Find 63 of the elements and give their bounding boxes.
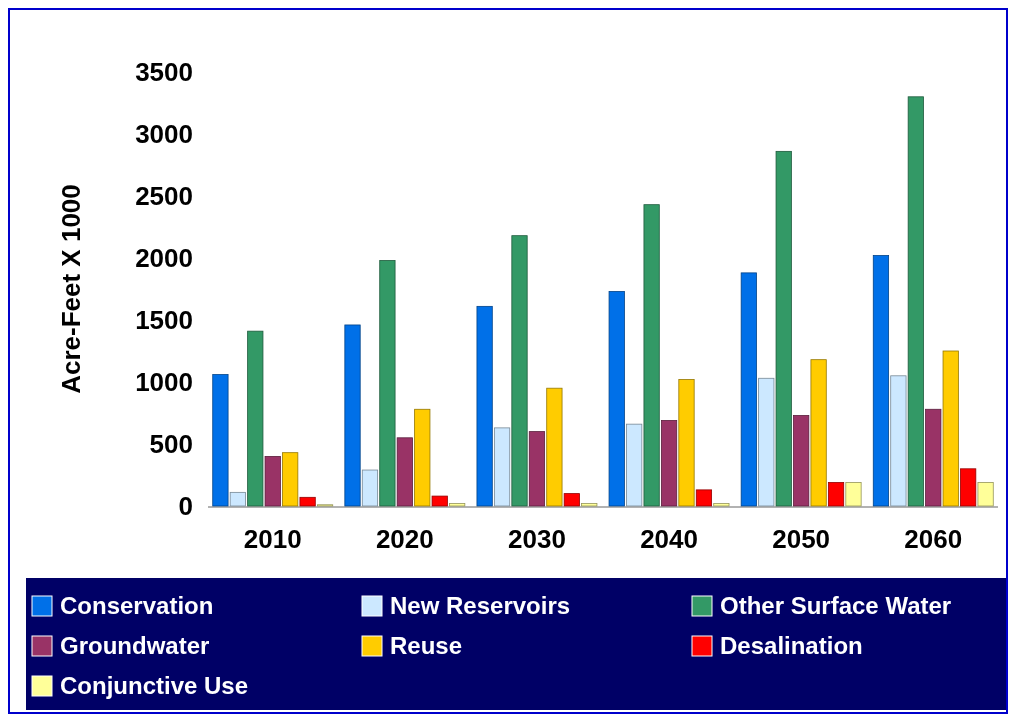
x-tick-label: 2010	[243, 524, 302, 554]
bar	[660, 420, 678, 507]
bar	[396, 437, 413, 507]
x-tick-label: 2040	[640, 524, 698, 554]
y-tick-label: 3500	[135, 57, 193, 88]
bar	[344, 324, 361, 507]
bar	[449, 503, 466, 507]
bar	[793, 415, 810, 507]
y-tick-label: 1000	[135, 367, 193, 398]
bar	[361, 469, 379, 507]
x-tick-label: 2030	[508, 524, 566, 554]
bar	[264, 456, 281, 507]
bar	[845, 482, 862, 507]
legend-label: Groundwater	[60, 632, 210, 659]
bar	[942, 350, 959, 507]
y-axis-title: Acre-Feet X 1000	[56, 184, 86, 394]
bar	[476, 305, 493, 507]
bar	[431, 495, 448, 507]
bar	[212, 374, 229, 507]
bar	[890, 375, 907, 507]
legend-label: Conjunctive Use	[60, 672, 249, 699]
bar	[379, 260, 396, 507]
x-tick-label: 2060	[904, 524, 963, 554]
bar	[282, 452, 299, 507]
bar	[695, 489, 713, 507]
bar	[960, 468, 977, 507]
bar	[678, 379, 695, 507]
bar	[247, 330, 264, 507]
bar	[626, 423, 643, 507]
bar	[563, 493, 580, 507]
bar	[775, 150, 792, 507]
bar	[493, 427, 511, 507]
bar	[229, 491, 246, 507]
bar	[511, 235, 528, 507]
bar	[713, 503, 730, 507]
bar	[414, 408, 431, 507]
bar	[608, 291, 625, 507]
bar	[740, 272, 757, 507]
y-tick-label: 2500	[135, 181, 193, 212]
x-tick-label: 2020	[375, 524, 434, 554]
bar	[758, 377, 775, 507]
y-tick-label: 1500	[135, 305, 193, 336]
y-tick-label: 500	[149, 429, 193, 460]
bar	[827, 482, 845, 507]
bar	[546, 387, 563, 507]
y-tick-label: 3000	[135, 119, 193, 150]
legend-label: Desalination	[720, 632, 863, 659]
legend-label: Reuse	[390, 632, 463, 659]
bar	[872, 255, 890, 507]
bar	[907, 96, 924, 507]
y-tick-label: 0	[178, 491, 193, 522]
x-tick-label: 2050	[772, 524, 831, 554]
bar	[810, 359, 827, 507]
bar	[925, 408, 942, 507]
bar	[581, 503, 598, 507]
bar	[977, 482, 994, 507]
bar	[299, 496, 316, 507]
bar	[643, 204, 660, 507]
legend-label: Other Surface Water	[720, 592, 952, 619]
legend-label: Conservation	[60, 592, 214, 619]
bar	[528, 431, 546, 507]
legend-label: New Reservoirs	[390, 592, 571, 619]
y-tick-label: 2000	[135, 243, 193, 274]
